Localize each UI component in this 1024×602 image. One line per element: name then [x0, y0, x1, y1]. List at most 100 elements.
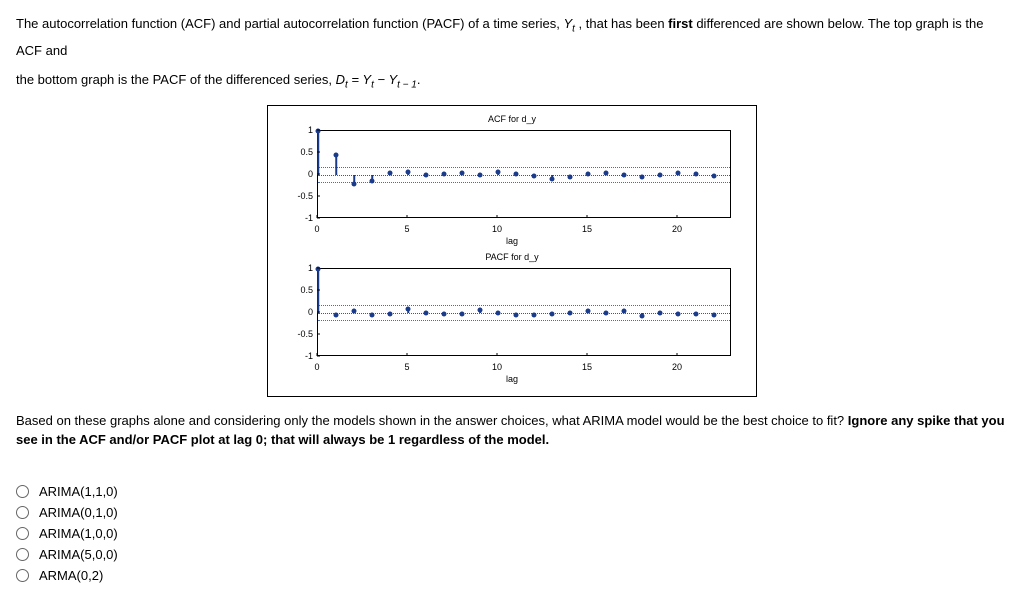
acf-marker [712, 312, 717, 317]
acf-marker [352, 309, 357, 314]
answer-option[interactable]: ARIMA(5,0,0) [16, 547, 1008, 562]
answer-option[interactable]: ARIMA(1,1,0) [16, 484, 1008, 499]
acf-marker [622, 173, 627, 178]
acf-marker [478, 307, 483, 312]
acf-marker [406, 307, 411, 312]
q2-minus: − Y [374, 72, 397, 87]
acf-marker [550, 312, 555, 317]
answer-option[interactable]: ARIMA(1,0,0) [16, 526, 1008, 541]
acf-marker [532, 173, 537, 178]
ytick-label: -0.5 [287, 191, 313, 201]
xtick-label: 15 [582, 224, 592, 234]
ytick-label: -1 [287, 351, 313, 361]
xtick-label: 10 [492, 224, 502, 234]
acf-marker [694, 172, 699, 177]
ytick-mark [317, 267, 320, 268]
pacf-title: PACF for d_y [278, 252, 746, 262]
radio-icon[interactable] [16, 506, 29, 519]
acf-marker [604, 171, 609, 176]
acf-marker [352, 182, 357, 187]
q2-mid: = Y [348, 72, 371, 87]
radio-icon[interactable] [16, 527, 29, 540]
ytick-mark [317, 173, 320, 174]
xtick-mark [677, 353, 678, 356]
acf-marker [676, 312, 681, 317]
answer-label: ARIMA(0,1,0) [39, 505, 118, 520]
xtick-mark [677, 215, 678, 218]
acf-xlabel: lag [278, 236, 746, 246]
ytick-mark [317, 311, 320, 312]
pacf-plot: -1-0.500.5105101520 [287, 264, 737, 374]
xtick-mark [587, 215, 588, 218]
xtick-mark [587, 353, 588, 356]
ytick-label: 0 [287, 307, 313, 317]
acf-marker [388, 312, 393, 317]
q1b: , that has been [575, 16, 668, 31]
q1-bold: first [668, 16, 693, 31]
answer-option[interactable]: ARIMA(0,1,0) [16, 505, 1008, 520]
acf-marker [586, 308, 591, 313]
ytick-label: 0.5 [287, 147, 313, 157]
acf-marker [586, 172, 591, 177]
acf-marker [568, 175, 573, 180]
acf-plot: -1-0.500.5105101520 [287, 126, 737, 236]
acf-marker [442, 312, 447, 317]
xtick-mark [407, 215, 408, 218]
xtick-label: 15 [582, 362, 592, 372]
acf-marker [676, 170, 681, 175]
q1-var: Y [563, 16, 572, 31]
ytick-mark [317, 129, 320, 130]
acf-marker [640, 314, 645, 319]
ytick-mark [317, 333, 320, 334]
chart-container: ACF for d_y -1-0.500.5105101520 lag PACF… [267, 105, 757, 397]
q2-end: . [417, 72, 421, 87]
xtick-label: 5 [404, 224, 409, 234]
q2s3: t − 1 [397, 80, 417, 91]
acf-marker [496, 311, 501, 316]
ci-line [318, 167, 730, 168]
acf-marker [712, 173, 717, 178]
answer-label: ARIMA(1,1,0) [39, 484, 118, 499]
answer-label: ARMA(0,2) [39, 568, 103, 583]
xtick-label: 0 [314, 224, 319, 234]
acf-title: ACF for d_y [278, 114, 746, 124]
xtick-mark [317, 215, 318, 218]
q2-eq: D [336, 72, 345, 87]
acf-marker [478, 173, 483, 178]
acf-marker [514, 312, 519, 317]
radio-icon[interactable] [16, 485, 29, 498]
xtick-label: 20 [672, 224, 682, 234]
xtick-mark [407, 353, 408, 356]
acf-marker [460, 170, 465, 175]
zero-line [318, 313, 730, 314]
radio-icon[interactable] [16, 569, 29, 582]
acf-marker [334, 152, 339, 157]
question-line-1: The autocorrelation function (ACF) and p… [16, 12, 1008, 62]
acf-marker [460, 311, 465, 316]
xtick-mark [317, 353, 318, 356]
acf-marker [514, 171, 519, 176]
q1a: The autocorrelation function (ACF) and p… [16, 16, 563, 31]
xtick-mark [497, 353, 498, 356]
ytick-mark [317, 195, 320, 196]
answer-option[interactable]: ARMA(0,2) [16, 568, 1008, 583]
ytick-label: -0.5 [287, 329, 313, 339]
acf-marker [532, 313, 537, 318]
radio-icon[interactable] [16, 548, 29, 561]
ci-line [318, 320, 730, 321]
ci-line [318, 305, 730, 306]
acf-marker [442, 172, 447, 177]
acf-marker [550, 176, 555, 181]
xtick-label: 5 [404, 362, 409, 372]
acf-marker [388, 171, 393, 176]
acf-marker [622, 309, 627, 314]
ytick-label: 0.5 [287, 285, 313, 295]
ytick-label: 0 [287, 169, 313, 179]
acf-marker [334, 312, 339, 317]
answer-label: ARIMA(5,0,0) [39, 547, 118, 562]
acf-marker [694, 311, 699, 316]
acf-marker [406, 169, 411, 174]
ytick-label: -1 [287, 213, 313, 223]
followup-text: Based on these graphs alone and consider… [16, 411, 1008, 450]
acf-marker [604, 311, 609, 316]
